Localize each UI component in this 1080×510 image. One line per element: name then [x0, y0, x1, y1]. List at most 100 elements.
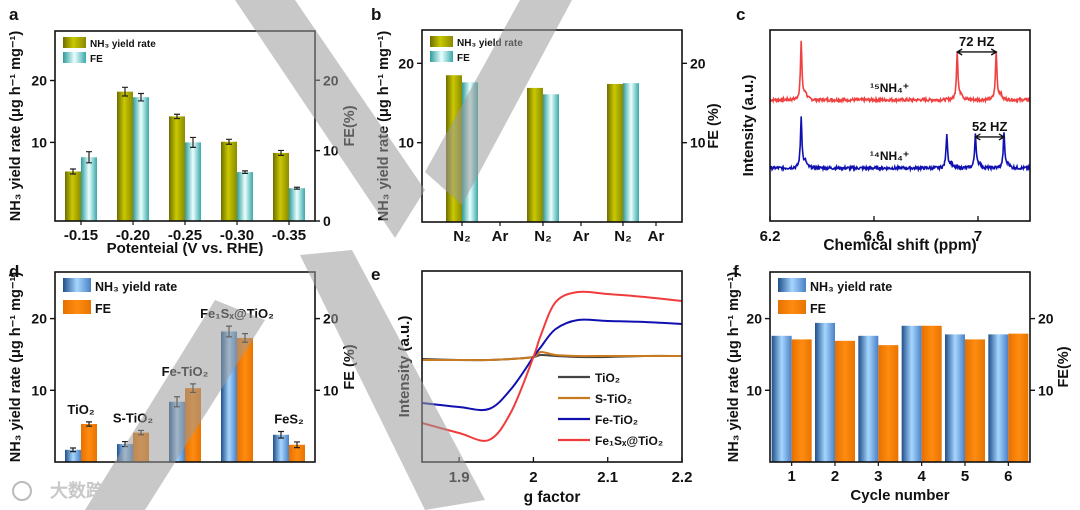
series-label: ¹⁴NH₄⁺	[870, 149, 909, 163]
y-tick-label: 10	[31, 382, 47, 398]
watermark-stroke	[235, 0, 425, 238]
error-bar	[86, 151, 92, 164]
bar-nh3	[945, 334, 965, 462]
bar-fe	[1008, 333, 1029, 462]
bar-nh3	[858, 335, 879, 462]
bar-nh3	[527, 87, 543, 222]
panel-letter: a	[9, 5, 19, 24]
x-tick-label: Ar	[573, 228, 590, 245]
x-tick-label: N₂	[614, 228, 632, 245]
legend-swatch	[430, 36, 453, 47]
x-tick-label: N₂	[534, 228, 552, 245]
bar-nh3	[607, 83, 623, 223]
x-axis-label: Potenteial (V vs. RHE)	[107, 240, 264, 257]
bar-nh3	[169, 116, 185, 221]
x-tick-label: -0.20	[116, 227, 150, 244]
legend-label: NH₃ yield rate	[457, 38, 523, 49]
x-tick-label: 6.2	[760, 228, 781, 245]
x-tick-label: -0.35	[272, 227, 306, 244]
legend-swatch	[63, 300, 91, 314]
plot-frame	[54, 271, 316, 463]
bar-nh3	[273, 152, 289, 221]
legend-label: FE	[95, 302, 111, 316]
x-tick-label: 6	[1004, 468, 1012, 485]
bar-fe	[237, 337, 253, 462]
error-bar	[138, 92, 144, 102]
bar-fe	[81, 424, 97, 462]
x-tick-label: 7	[974, 228, 982, 245]
coupling-label: 52 HZ	[972, 119, 1007, 134]
category-label: TiO₂	[67, 402, 94, 417]
y2-axis-label: FE (%)	[706, 103, 722, 148]
error-bar	[70, 168, 76, 175]
error-bar	[122, 86, 128, 97]
x-tick-label: Ar	[648, 228, 665, 245]
coupling-arrow	[974, 133, 1006, 141]
panel-letter: b	[371, 5, 381, 24]
x-tick-label: -0.15	[64, 227, 98, 244]
error-bar	[242, 170, 248, 174]
legend-label: FE	[810, 302, 826, 316]
y2-tick-label: 10	[690, 135, 706, 151]
legend-label: FE	[457, 53, 470, 64]
epr-line	[421, 290, 683, 442]
bar-nh3	[65, 449, 81, 462]
y2-tick-label: 10	[1038, 382, 1054, 398]
bar-fe	[289, 444, 305, 462]
x-axis-label: Chemical shift (ppm)	[823, 237, 976, 254]
bar-fe	[878, 345, 899, 462]
bar-fe	[921, 325, 942, 462]
bar-fe	[623, 83, 639, 222]
x-tick-label: Ar	[492, 228, 509, 245]
y-tick-label: 10	[746, 382, 762, 398]
y-tick-label: 10	[31, 134, 47, 150]
legend-label: S-TiO₂	[595, 392, 632, 406]
legend-swatch	[778, 300, 806, 314]
legend-label: NH₃ yield rate	[810, 280, 892, 294]
x-tick-label: 4	[917, 468, 926, 485]
y-tick-label: 20	[31, 311, 47, 327]
legend-label: NH₃ yield rate	[95, 280, 177, 294]
coupling-arrow	[955, 48, 998, 56]
x-tick-label: 5	[961, 468, 969, 485]
error-bar	[174, 113, 180, 120]
y-axis-label: NH₃ yield rate (μg h⁻¹ mg⁻¹)	[8, 272, 24, 463]
bar-nh3	[117, 91, 133, 222]
epr-line	[421, 318, 683, 412]
watermark-stroke	[425, 0, 572, 205]
spectrum-line	[769, 40, 1031, 105]
panel-a: a-0.15-0.20-0.25-0.30-0.35102001020NH₃ y…	[8, 5, 358, 257]
bar-nh3	[65, 171, 81, 221]
plot-frame	[769, 29, 1031, 222]
x-tick-label: 2.2	[672, 469, 693, 486]
y-tick-label: 10	[398, 135, 414, 151]
y2-tick-label: 0	[323, 213, 331, 229]
watermark-stroke	[85, 300, 265, 510]
panel-c: c ¹⁵NH₄⁺ ¹⁴NH₄⁺ 72 HZ 52 HZ 6.2 6.6 7 Intensity …	[736, 5, 1031, 254]
y2-tick-label: 20	[1038, 311, 1054, 327]
error-bar	[190, 136, 196, 148]
bar-fe	[289, 188, 305, 221]
panel-letter: e	[371, 265, 380, 284]
error-bar	[278, 149, 284, 156]
watermark-logo-icon	[12, 481, 32, 501]
category-label: FeS₂	[274, 412, 304, 427]
x-tick-label: 2	[831, 468, 839, 485]
watermark: 大数跨境	[12, 0, 572, 510]
panel-f: f 1 2 3 4 5 6 10 20 10 20 NH₃ yield rate FE NH₃ yield…	[726, 262, 1072, 504]
legend-swatch	[778, 278, 806, 292]
error-bar	[226, 138, 232, 145]
bar-nh3	[901, 325, 922, 462]
x-tick-label: 2.1	[597, 469, 618, 486]
y2-tick-label: 20	[690, 55, 706, 71]
y-axis-label: NH₃ yield rate (μg h⁻¹ mg⁻¹)	[726, 272, 742, 463]
y-axis-label: NH₃ yield rate (μg h⁻¹ mg⁻¹)	[8, 31, 24, 222]
bar-nh3	[771, 335, 792, 462]
spectrum-line	[769, 116, 1031, 173]
bar-fe	[543, 94, 559, 222]
bar-nh3	[815, 322, 835, 462]
bar-fe	[965, 339, 985, 462]
bar-fe	[791, 339, 812, 462]
